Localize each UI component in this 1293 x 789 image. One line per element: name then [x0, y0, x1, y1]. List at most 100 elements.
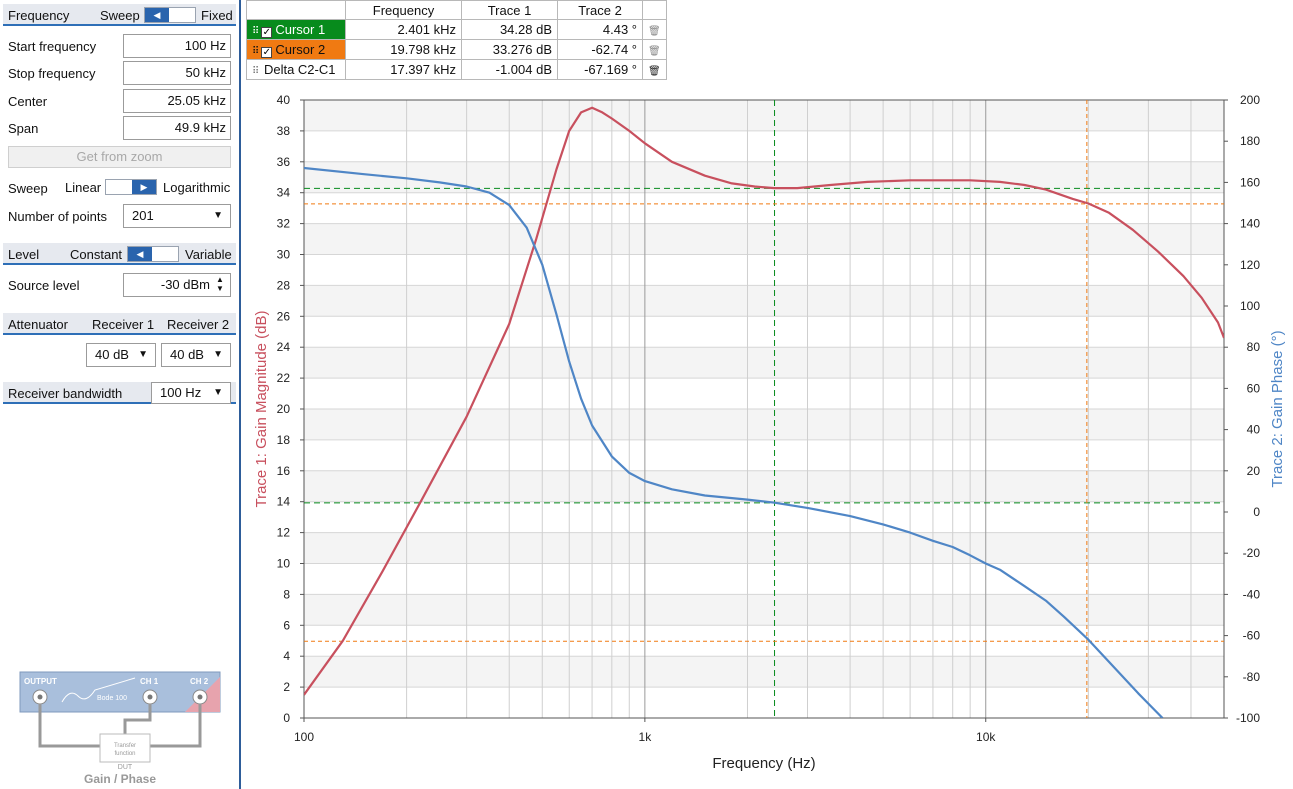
- y-right-tick-label: 0: [1253, 505, 1260, 519]
- fixed-mode-label: Fixed: [201, 8, 233, 23]
- y-left-tick-label: 14: [277, 495, 291, 509]
- toggle-right-arrow-icon: ▶: [132, 180, 156, 194]
- connection-diagram[interactable]: OUTPUT CH 1 CH 2 Bode 100 Transfer funct…: [0, 660, 240, 788]
- receiver-1-attenuation-value: 40 dB: [95, 347, 129, 362]
- header-trace1: Trace 1: [461, 0, 558, 20]
- sweep-fixed-toggle[interactable]: ◀: [144, 7, 196, 23]
- number-of-points-value: 201: [132, 208, 154, 223]
- y-right-tick-label: 40: [1247, 423, 1261, 437]
- table-row[interactable]: ⠿ ✓ Cursor 1 2.401 kHz 34.28 dB 4.43 ° 🗑: [246, 19, 667, 40]
- delta-name-cell[interactable]: ⠿ Delta C2-C1: [246, 59, 346, 80]
- header-trace2: Trace 2: [557, 0, 643, 20]
- stop-frequency-field[interactable]: 50 kHz: [123, 61, 231, 85]
- y-left-tick-label: 30: [277, 248, 291, 262]
- sweep-mode-label: Sweep: [100, 8, 140, 23]
- cursor-2-frequency: 19.798 kHz: [345, 39, 462, 60]
- source-level-label: Source level: [8, 278, 80, 293]
- cursor-1-trace1: 34.28 dB: [461, 19, 558, 40]
- dut-transfer-label: Transfer: [114, 743, 136, 749]
- center-label: Center: [8, 94, 48, 109]
- variable-label: Variable: [185, 247, 232, 262]
- dut-label: DUT: [118, 764, 133, 771]
- ch2-connector-pin: [197, 694, 203, 700]
- delta-delete-cell[interactable]: 🗑: [642, 59, 667, 80]
- cursor-1-name-cell[interactable]: ⠿ ✓ Cursor 1: [246, 19, 346, 40]
- attenuator-section-title: Attenuator: [8, 317, 68, 332]
- plot-band: [304, 532, 1224, 564]
- x-tick-label: 100: [294, 730, 314, 744]
- plot-band: [304, 285, 1224, 317]
- device-model-label: Bode 100: [97, 695, 127, 702]
- y-left-tick-label: 20: [277, 402, 291, 416]
- drag-handle-icon[interactable]: ⠿: [252, 66, 259, 77]
- output-port-label: OUTPUT: [24, 677, 57, 686]
- y-right-tick-label: 80: [1247, 340, 1261, 354]
- receiver-2-attenuation-value: 40 dB: [170, 347, 204, 362]
- trash-icon[interactable]: 🗑: [648, 66, 661, 77]
- cursor-2-trace1: 33.276 dB: [461, 39, 558, 60]
- chevron-down-icon: ▼: [213, 210, 223, 221]
- cursor-table: Frequency Trace 1 Trace 2 ⠿ ✓ Cursor 1 2.4…: [246, 0, 667, 80]
- gain-phase-caption: Gain / Phase: [84, 772, 156, 786]
- get-from-zoom-button[interactable]: Get from zoom: [8, 146, 231, 168]
- trash-icon[interactable]: 🗑: [648, 46, 661, 57]
- y-right-tick-label: -100: [1236, 711, 1260, 725]
- delta-name: Delta C2-C1: [263, 62, 336, 77]
- plot-band: [304, 409, 1224, 440]
- trace-1-line: [304, 106, 1224, 696]
- bode-plot[interactable]: 0246810121416182022242628303234363840-10…: [246, 90, 1291, 785]
- plot-cursors[interactable]: [304, 100, 1224, 718]
- constant-variable-toggle[interactable]: ◀: [127, 246, 179, 262]
- source-level-stepper[interactable]: ▲ ▼: [216, 275, 224, 293]
- y-right-tick-label: -40: [1243, 587, 1261, 601]
- stop-frequency-label: Stop frequency: [8, 66, 96, 81]
- plot-band: [304, 223, 1224, 255]
- cursor-2-trace2: -62.74 °: [557, 39, 643, 60]
- linear-label: Linear: [65, 180, 102, 195]
- frequency-section-header: Frequency Sweep ◀ Fixed: [3, 4, 236, 26]
- plot-band: [304, 470, 1224, 502]
- bode-device-body: [19, 671, 221, 713]
- cursor-2-checkbox[interactable]: ✓: [261, 46, 273, 58]
- cursor-2-name-cell[interactable]: ⠿ ✓ Cursor 2: [246, 39, 346, 60]
- y-left-tick-label: 2: [283, 680, 290, 694]
- cursor-1-delete-cell[interactable]: 🗑: [642, 19, 667, 40]
- y-left-tick-label: 36: [277, 155, 291, 169]
- dut-function-label: function: [114, 751, 135, 757]
- linear-log-toggle[interactable]: ▶: [105, 179, 157, 195]
- receiver-1-attenuation-select[interactable]: 40 dB ▼: [86, 343, 156, 367]
- span-field[interactable]: 49.9 kHz: [123, 116, 231, 140]
- table-row[interactable]: ⠿ ✓ Cursor 2 19.798 kHz 33.276 dB -62.74 °…: [246, 39, 667, 60]
- receiver-bandwidth-select[interactable]: 100 Hz ▼: [151, 382, 231, 404]
- number-of-points-select[interactable]: 201 ▼: [123, 204, 231, 228]
- cursor-1-name: Cursor 1: [275, 21, 326, 37]
- trash-icon[interactable]: 🗑: [648, 26, 661, 37]
- drag-handle-icon[interactable]: ⠿: [252, 45, 259, 57]
- x-axis-label: Frequency (Hz): [712, 755, 815, 772]
- cursor-table-header: Frequency Trace 1 Trace 2: [246, 0, 667, 20]
- level-section-title: Level: [8, 247, 40, 262]
- dut-box: [99, 733, 151, 763]
- header-blank: [246, 0, 346, 20]
- toggle-left-arrow-icon: ◀: [128, 247, 152, 261]
- span-label: Span: [8, 121, 39, 136]
- source-level-field[interactable]: -30 dBm: [123, 273, 231, 297]
- constant-label: Constant: [70, 247, 123, 262]
- device-logo-curve-icon: [61, 677, 136, 703]
- x-tick-label: 10k: [976, 730, 996, 744]
- receiver-1-label: Receiver 1: [92, 317, 155, 332]
- table-row[interactable]: ⠿ Delta C2-C1 17.397 kHz -1.004 dB -67.1…: [246, 59, 667, 80]
- start-frequency-field[interactable]: 100 Hz: [123, 34, 231, 58]
- cursor-1-checkbox[interactable]: ✓: [261, 26, 273, 38]
- receiver-2-attenuation-select[interactable]: 40 dB ▼: [161, 343, 231, 367]
- center-field[interactable]: 25.05 kHz: [123, 89, 231, 113]
- y-left-tick-label: 28: [277, 278, 291, 292]
- y-left-tick-label: 18: [277, 433, 291, 447]
- sweep-label: Sweep: [8, 181, 48, 196]
- logarithmic-label: Logarithmic: [163, 180, 231, 195]
- drag-handle-icon[interactable]: ⠿: [252, 25, 259, 37]
- cursor-2-delete-cell[interactable]: 🗑: [642, 39, 667, 60]
- y-right-tick-label: 140: [1240, 217, 1260, 231]
- y-right-tick-label: -60: [1243, 629, 1261, 643]
